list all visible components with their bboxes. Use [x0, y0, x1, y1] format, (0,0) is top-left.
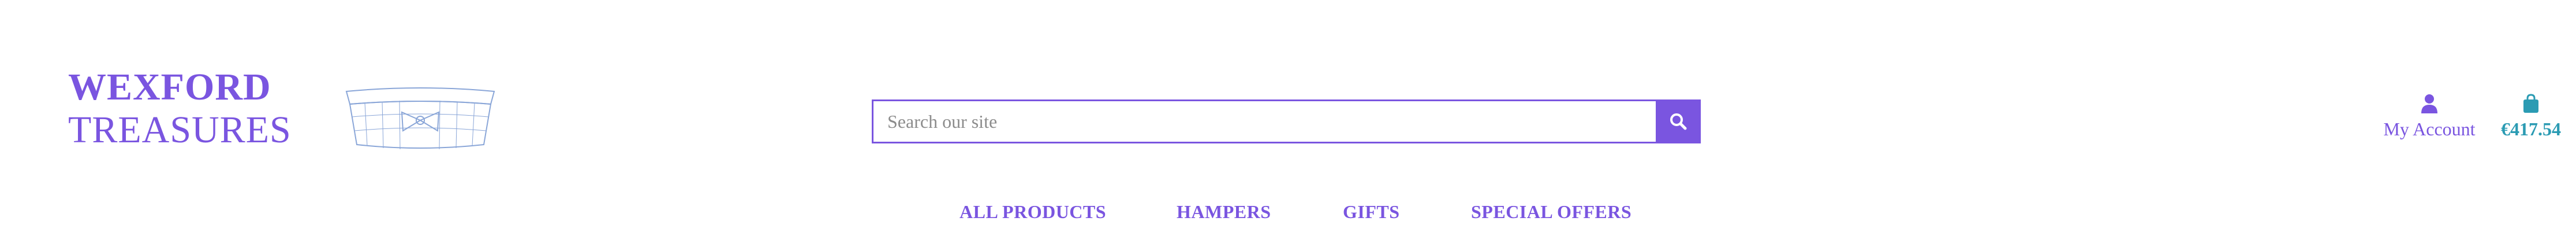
nav-gifts[interactable]: GIFTS: [1343, 201, 1400, 222]
hamper-basket-image: [345, 87, 495, 150]
site-logo[interactable]: WEXFORD TREASURES: [68, 68, 292, 149]
nav-hampers[interactable]: HAMPERS: [1177, 201, 1271, 222]
user-icon: [2421, 94, 2437, 113]
cart-link[interactable]: €417.54: [2493, 94, 2569, 140]
logo-text-line1: WEXFORD: [68, 66, 271, 108]
shopping-bag-icon: [2523, 94, 2538, 113]
my-account-link[interactable]: My Account: [2377, 94, 2481, 140]
nav-all-products[interactable]: ALL PRODUCTS: [960, 201, 1107, 222]
logo-text-line2: TREASURES: [68, 109, 292, 151]
search-input[interactable]: [872, 99, 1656, 143]
nav-special-offers[interactable]: SPECIAL OFFERS: [1471, 201, 1632, 222]
search-bar: [872, 99, 1701, 143]
search-icon: [1670, 113, 1687, 130]
my-account-label: My Account: [2383, 119, 2476, 139]
main-navigation: ALL PRODUCTS HAMPERS GIFTS SPECIAL OFFER…: [0, 201, 2576, 227]
search-button[interactable]: [1656, 99, 1701, 143]
cart-total: €417.54: [2501, 119, 2561, 139]
